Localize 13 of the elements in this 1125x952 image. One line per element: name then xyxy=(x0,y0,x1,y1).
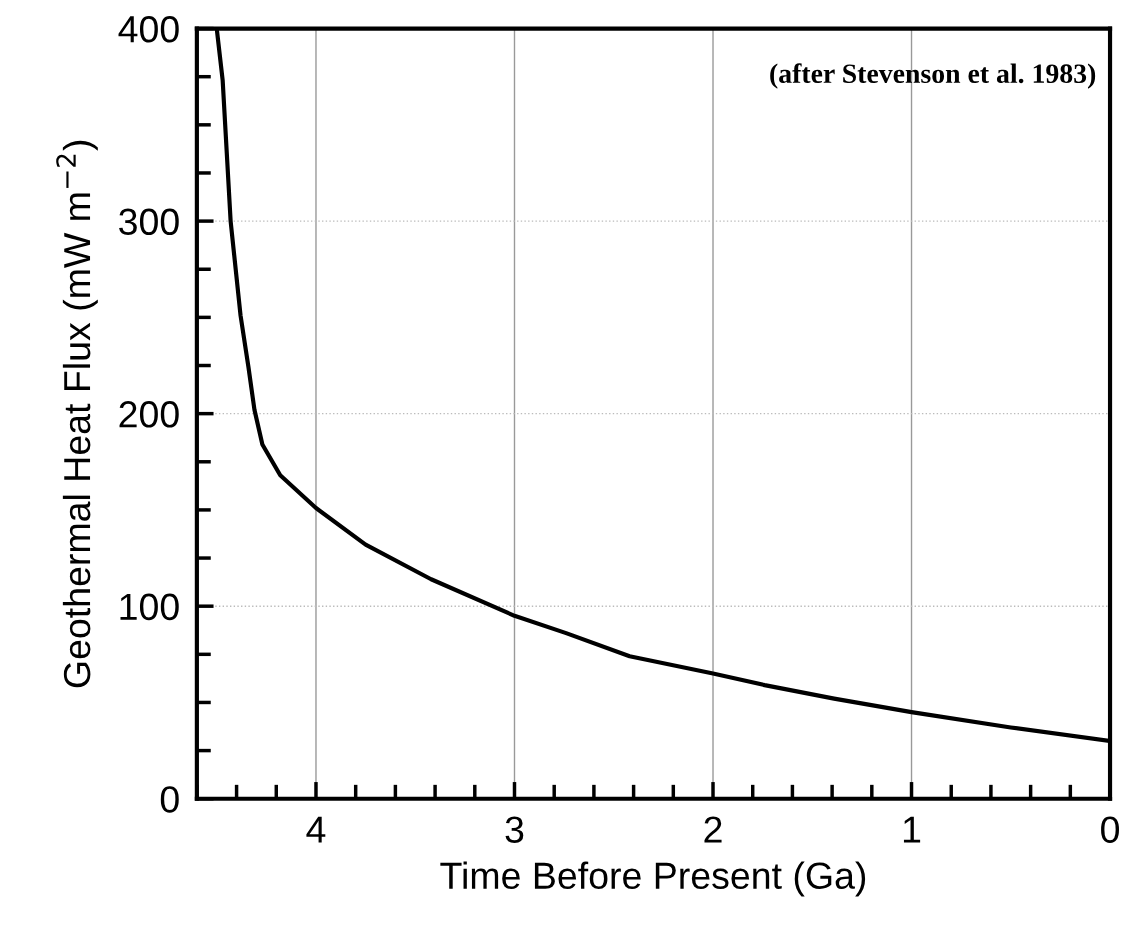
x-tick-label: 0 xyxy=(1101,816,1119,843)
x-axis-title: Time Before Present (Ga) xyxy=(440,861,866,897)
x-tick-label: 2 xyxy=(704,816,722,843)
y-axis-title: Geothermal Heat Flux (mW m$^{−2}$) xyxy=(56,140,98,688)
x-tick-label: 3 xyxy=(505,816,524,843)
y-tick-label: 0 xyxy=(160,786,179,813)
x-tick-label: 4 xyxy=(306,816,326,843)
y-tick-label: 100 xyxy=(120,593,179,621)
x-tick-label: 1 xyxy=(903,816,921,843)
y-tick-label: 400 xyxy=(118,15,179,43)
y-tick-label: 200 xyxy=(119,401,179,428)
y-tick-label: 300 xyxy=(119,208,179,236)
annotation: (after Stevenson et al. 1983) xyxy=(770,63,1096,89)
